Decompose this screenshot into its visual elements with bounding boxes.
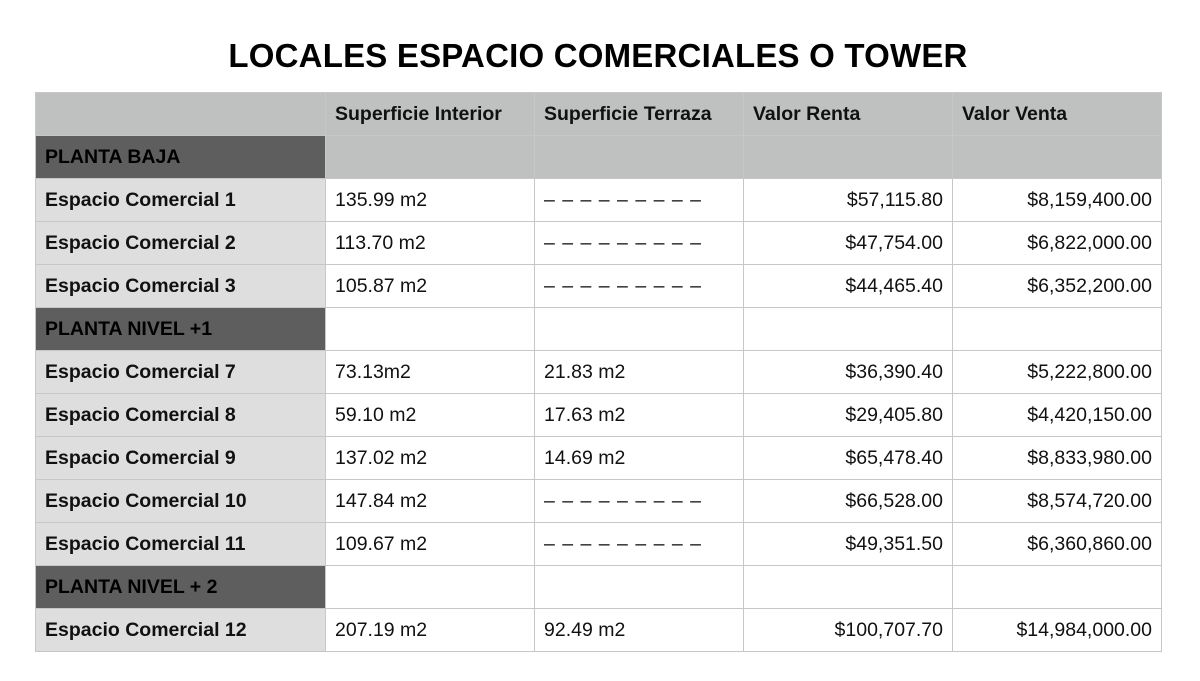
section-label: PLANTA NIVEL +1 (35, 307, 326, 351)
section-empty-cell (952, 135, 1162, 179)
section-empty-cell (325, 565, 535, 609)
page-title: LOCALES ESPACIO COMERCIALES O TOWER (228, 37, 968, 74)
section-row-planta-nivel-1: PLANTA NIVEL +1 (35, 307, 1162, 351)
table-header-row: Superficie Interior Superficie Terraza V… (35, 92, 1162, 136)
cell-valor-renta: $65,478.40 (743, 436, 953, 480)
row-label: Espacio Comercial 8 (35, 393, 326, 437)
cell-superficie-interior: 59.10 m2 (325, 393, 535, 437)
cell-superficie-interior: 147.84 m2 (325, 479, 535, 523)
header-superficie-terraza: Superficie Terraza (534, 92, 744, 136)
section-empty-cell (534, 565, 744, 609)
cell-superficie-terraza: – – – – – – – – – (534, 221, 744, 265)
cell-superficie-interior: 113.70 m2 (325, 221, 535, 265)
cell-valor-renta: $49,351.50 (743, 522, 953, 566)
table-row: Espacio Comercial 8 59.10 m2 17.63 m2 $2… (35, 393, 1162, 437)
section-empty-cell (743, 135, 953, 179)
row-label: Espacio Comercial 3 (35, 264, 326, 308)
cell-superficie-interior: 137.02 m2 (325, 436, 535, 480)
cell-superficie-interior: 135.99 m2 (325, 178, 535, 222)
row-label: Espacio Comercial 1 (35, 178, 326, 222)
row-label: Espacio Comercial 7 (35, 350, 326, 394)
table-row: Espacio Comercial 3 105.87 m2 – – – – – … (35, 264, 1162, 308)
header-valor-venta: Valor Venta (952, 92, 1162, 136)
section-empty-cell (325, 307, 535, 351)
section-empty-cell (325, 135, 535, 179)
cell-superficie-interior: 109.67 m2 (325, 522, 535, 566)
cell-superficie-interior: 105.87 m2 (325, 264, 535, 308)
row-label: Espacio Comercial 10 (35, 479, 326, 523)
table-row: Espacio Comercial 9 137.02 m2 14.69 m2 $… (35, 436, 1162, 480)
cell-superficie-terraza: 14.69 m2 (534, 436, 744, 480)
row-label: Espacio Comercial 12 (35, 608, 326, 652)
cell-superficie-terraza: 21.83 m2 (534, 350, 744, 394)
table-row: Espacio Comercial 12 207.19 m2 92.49 m2 … (35, 608, 1162, 652)
section-row-planta-baja: PLANTA BAJA (35, 135, 1162, 179)
table-row: Espacio Comercial 10 147.84 m2 – – – – –… (35, 479, 1162, 523)
table-row: Espacio Comercial 11 109.67 m2 – – – – –… (35, 522, 1162, 566)
table-row: Espacio Comercial 2 113.70 m2 – – – – – … (35, 221, 1162, 265)
section-empty-cell (743, 307, 953, 351)
cell-valor-renta: $29,405.80 (743, 393, 953, 437)
cell-superficie-interior: 73.13m2 (325, 350, 535, 394)
cell-superficie-interior: 207.19 m2 (325, 608, 535, 652)
cell-superficie-terraza: – – – – – – – – – (534, 264, 744, 308)
section-row-planta-nivel-2: PLANTA NIVEL + 2 (35, 565, 1162, 609)
locales-table: Superficie Interior Superficie Terraza V… (35, 92, 1162, 652)
section-label: PLANTA NIVEL + 2 (35, 565, 326, 609)
section-empty-cell (952, 307, 1162, 351)
row-label: Espacio Comercial 11 (35, 522, 326, 566)
cell-superficie-terraza: 92.49 m2 (534, 608, 744, 652)
cell-superficie-terraza: 17.63 m2 (534, 393, 744, 437)
cell-valor-venta: $5,222,800.00 (952, 350, 1162, 394)
row-label: Espacio Comercial 9 (35, 436, 326, 480)
section-label: PLANTA BAJA (35, 135, 326, 179)
section-empty-cell (743, 565, 953, 609)
header-corner (35, 92, 326, 136)
cell-valor-renta: $57,115.80 (743, 178, 953, 222)
cell-valor-renta: $44,465.40 (743, 264, 953, 308)
cell-valor-renta: $47,754.00 (743, 221, 953, 265)
cell-valor-venta: $8,574,720.00 (952, 479, 1162, 523)
cell-valor-renta: $100,707.70 (743, 608, 953, 652)
cell-valor-renta: $36,390.40 (743, 350, 953, 394)
cell-valor-venta: $14,984,000.00 (952, 608, 1162, 652)
cell-valor-renta: $66,528.00 (743, 479, 953, 523)
cell-valor-venta: $6,360,860.00 (952, 522, 1162, 566)
cell-superficie-terraza: – – – – – – – – – (534, 522, 744, 566)
section-empty-cell (952, 565, 1162, 609)
section-empty-cell (534, 307, 744, 351)
header-superficie-interior: Superficie Interior (325, 92, 535, 136)
cell-valor-venta: $4,420,150.00 (952, 393, 1162, 437)
cell-valor-venta: $6,822,000.00 (952, 221, 1162, 265)
cell-valor-venta: $8,833,980.00 (952, 436, 1162, 480)
table-row: Espacio Comercial 7 73.13m2 21.83 m2 $36… (35, 350, 1162, 394)
cell-valor-venta: $8,159,400.00 (952, 178, 1162, 222)
row-label: Espacio Comercial 2 (35, 221, 326, 265)
cell-superficie-terraza: – – – – – – – – – (534, 479, 744, 523)
table-row: Espacio Comercial 1 135.99 m2 – – – – – … (35, 178, 1162, 222)
cell-valor-venta: $6,352,200.00 (952, 264, 1162, 308)
header-valor-renta: Valor Renta (743, 92, 953, 136)
section-empty-cell (534, 135, 744, 179)
cell-superficie-terraza: – – – – – – – – – (534, 178, 744, 222)
